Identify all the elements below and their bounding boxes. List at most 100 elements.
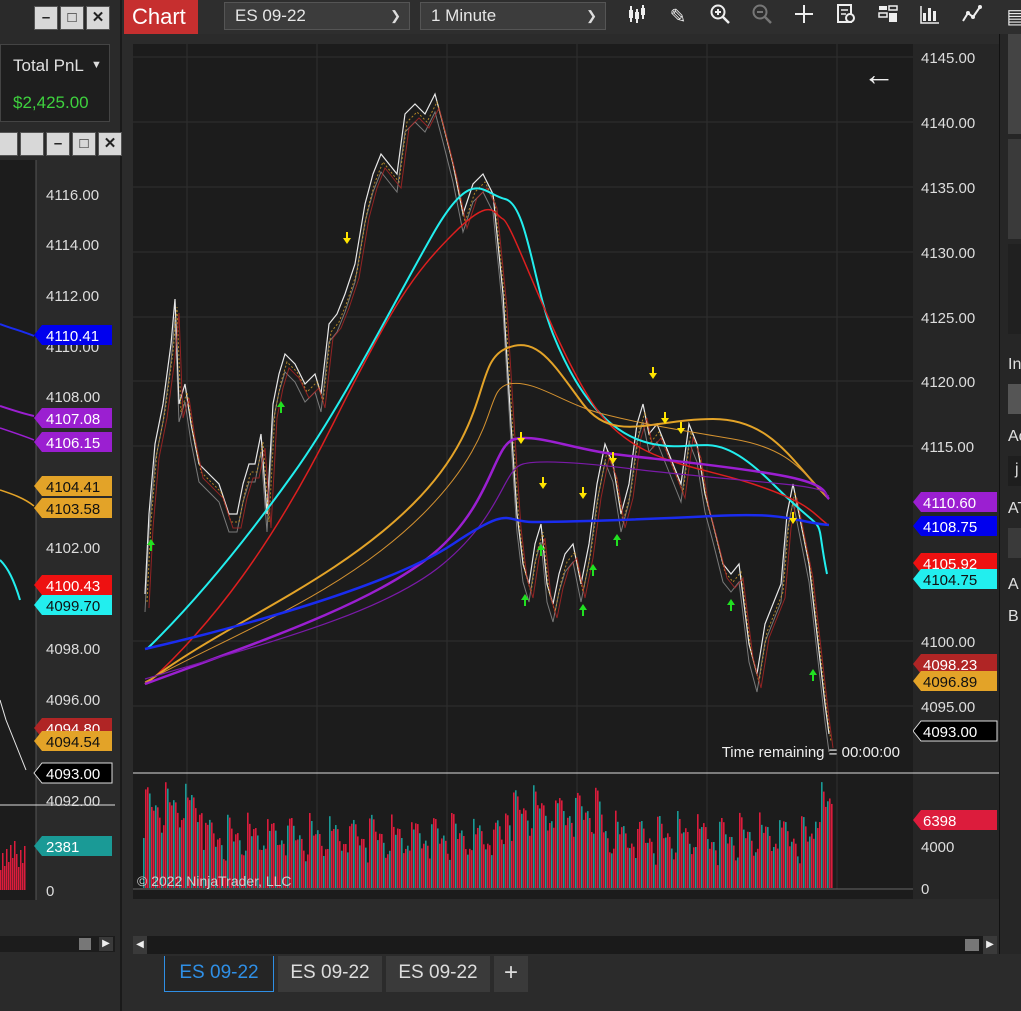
volume-bar xyxy=(639,821,641,888)
overflow-icon[interactable]: ▤ xyxy=(1006,6,1021,28)
restore-icon[interactable] xyxy=(0,132,18,156)
volume-bar xyxy=(12,858,14,890)
account-select[interactable]: j xyxy=(1008,456,1021,486)
back-arrow-icon[interactable]: ← xyxy=(863,56,895,92)
secondary-scrollbar[interactable]: ▶ xyxy=(0,936,115,952)
price-marker-value: 4110.60 xyxy=(923,495,976,512)
instrument-selector[interactable]: ES 09-22 ❯ xyxy=(224,2,410,30)
pnl-selector[interactable]: Total PnL xyxy=(13,56,84,75)
draw-pencil-icon[interactable]: ✎ xyxy=(669,6,687,28)
volume-bar xyxy=(321,845,323,888)
properties-icon[interactable] xyxy=(832,3,860,31)
volume-bar xyxy=(665,837,667,888)
volume-bar xyxy=(8,862,10,890)
scroll-thumb[interactable] xyxy=(965,939,979,951)
volume-bar xyxy=(259,849,261,888)
volume-bar xyxy=(385,857,387,888)
volume-bar xyxy=(547,830,549,888)
volume-bar xyxy=(285,855,287,888)
close-icon[interactable]: ✕ xyxy=(86,6,110,30)
scroll-right-icon[interactable]: ▶ xyxy=(99,937,113,951)
volume-bar xyxy=(261,850,263,888)
secondary-chart-window: – □ ✕ 4116.00 4114.00 4112.00 4110.00 4108.0… xyxy=(0,130,122,1011)
volume-bar xyxy=(771,850,773,888)
price-tick-label: 4140.00 xyxy=(921,115,975,132)
sell-signal-arrow xyxy=(517,432,525,444)
volume-bar xyxy=(197,822,199,888)
chevron-down-icon[interactable]: ▼ xyxy=(91,59,102,71)
bar-type-icon[interactable] xyxy=(624,3,652,31)
chart-trader-icon[interactable] xyxy=(958,3,986,31)
price-marker-value: 4094.54 xyxy=(46,734,100,751)
volume-bar xyxy=(539,808,541,888)
panel-field[interactable] xyxy=(1008,244,1021,334)
volume-bar xyxy=(749,832,751,888)
volume-bar xyxy=(441,838,443,888)
volume-bar xyxy=(325,849,327,888)
volume-bar xyxy=(793,838,795,888)
atm-select[interactable] xyxy=(1008,528,1021,558)
panel-button[interactable] xyxy=(1008,34,1021,134)
zoom-in-icon[interactable] xyxy=(706,3,734,31)
indicators-icon[interactable] xyxy=(874,3,902,31)
blue-ma-line xyxy=(144,513,830,651)
time-remaining: Time remaining = 00:00:00 xyxy=(721,744,900,761)
zoom-out-icon[interactable] xyxy=(748,3,776,31)
secondary-chart[interactable]: 4116.004114.004112.004110.004108.004102.… xyxy=(0,160,115,930)
volume-bar xyxy=(585,812,587,888)
horizontal-scrollbar[interactable]: ◀ ▶ xyxy=(133,936,997,954)
panel-button[interactable] xyxy=(1008,139,1021,239)
sell-signal-arrow xyxy=(609,452,617,464)
tab-es-09-22[interactable]: ES 09-22 xyxy=(278,956,382,992)
volume-bar xyxy=(471,850,473,888)
minimize-icon[interactable]: – xyxy=(34,6,58,30)
price-marker-value: 4099.70 xyxy=(46,598,100,615)
buy-signal-arrow xyxy=(277,401,285,413)
volume-bar xyxy=(621,827,623,888)
volume-bar xyxy=(319,834,321,888)
add-tab-button[interactable]: + xyxy=(494,956,528,992)
volume-bar xyxy=(287,825,289,888)
volume-bar xyxy=(483,844,485,888)
volume-bar xyxy=(383,842,385,888)
panel-input[interactable] xyxy=(1008,384,1021,414)
price-chart[interactable]: 11:0012:0013:0014:0015:0016:00 xyxy=(133,44,913,899)
volume-bar xyxy=(717,865,719,888)
tab-es-09-22-active[interactable]: ES 09-22 xyxy=(164,956,274,992)
scroll-right-icon[interactable]: ▶ xyxy=(983,936,997,954)
main-chart-panel[interactable]: 11:0012:0013:0014:0015:0016:00 ← Time re… xyxy=(133,44,913,899)
price-tick-label: 4125.00 xyxy=(921,310,975,327)
scroll-left-icon[interactable]: ◀ xyxy=(133,936,147,954)
restore-icon[interactable] xyxy=(20,132,44,156)
volume-bar xyxy=(20,850,22,890)
price-marker-tag xyxy=(912,720,998,742)
tab-es-09-22[interactable]: ES 09-22 xyxy=(386,956,490,992)
interval-selector[interactable]: 1 Minute ❯ xyxy=(420,2,606,30)
price-tick-label: 4116.00 xyxy=(46,187,99,204)
minimize-icon[interactable]: – xyxy=(46,132,70,156)
volume-tick-label: 4000 xyxy=(921,839,954,856)
volume-bar xyxy=(225,860,227,888)
price-marker-tag xyxy=(34,836,112,856)
volume-bar xyxy=(643,828,645,888)
strategies-icon[interactable] xyxy=(916,3,944,31)
price-tick-label: 4102.00 xyxy=(46,540,100,557)
maximize-icon[interactable]: □ xyxy=(60,6,84,30)
price-tick-label: 4096.00 xyxy=(46,692,100,709)
maximize-icon[interactable]: □ xyxy=(72,132,96,156)
volume-bar xyxy=(653,853,655,888)
volume-bar xyxy=(6,849,8,890)
volume-bar xyxy=(485,849,487,888)
volume-bar xyxy=(679,818,681,888)
price-marker-value: 4106.15 xyxy=(46,435,100,452)
volume-bar xyxy=(599,801,601,888)
price-tick-label: 4108.00 xyxy=(46,389,100,406)
crosshair-icon[interactable] xyxy=(790,3,818,31)
volume-bar xyxy=(329,816,331,888)
close-icon[interactable]: ✕ xyxy=(98,132,122,156)
price-axis[interactable]: 4145.00 4140.00 4135.00 4130.00 4125.00 4120.… xyxy=(912,44,999,899)
volume-bar xyxy=(459,833,461,888)
volume-bar xyxy=(449,859,451,888)
sell-signal-arrow xyxy=(343,232,351,244)
scroll-thumb[interactable] xyxy=(79,938,91,950)
